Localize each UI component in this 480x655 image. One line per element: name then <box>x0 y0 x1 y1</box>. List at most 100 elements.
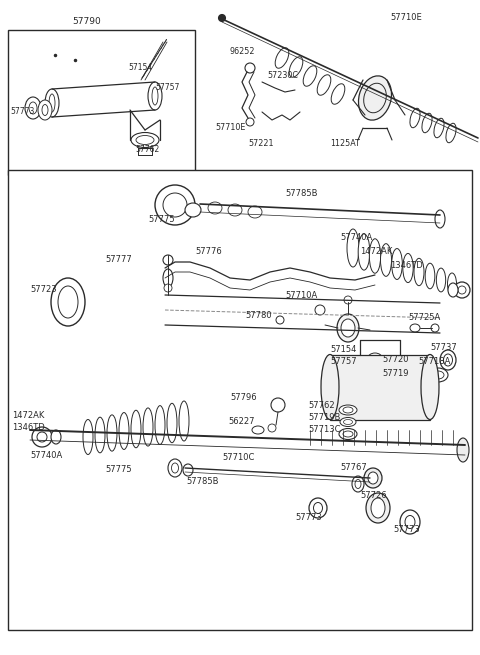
Text: 1472AK: 1472AK <box>360 248 392 257</box>
Text: 57720: 57720 <box>382 356 408 364</box>
Bar <box>330 355 430 420</box>
Text: 57737: 57737 <box>430 343 457 352</box>
Text: 1472AK: 1472AK <box>12 411 44 419</box>
Text: 57713C: 57713C <box>308 426 340 434</box>
Ellipse shape <box>337 314 359 342</box>
Text: 1346TD: 1346TD <box>390 261 423 269</box>
Ellipse shape <box>352 476 364 492</box>
Ellipse shape <box>228 204 242 216</box>
Text: 57221: 57221 <box>248 138 274 147</box>
Text: 57726: 57726 <box>360 491 386 500</box>
Ellipse shape <box>168 459 182 477</box>
Ellipse shape <box>414 258 424 286</box>
Text: 57796: 57796 <box>230 394 257 403</box>
Text: 57773: 57773 <box>10 107 35 117</box>
Ellipse shape <box>289 57 303 77</box>
Ellipse shape <box>119 413 129 449</box>
Ellipse shape <box>405 515 415 529</box>
Bar <box>8 30 195 175</box>
Ellipse shape <box>366 493 390 523</box>
Ellipse shape <box>444 354 453 366</box>
Ellipse shape <box>410 324 420 332</box>
Ellipse shape <box>148 82 162 110</box>
Ellipse shape <box>83 419 93 455</box>
Ellipse shape <box>344 419 352 424</box>
Ellipse shape <box>331 84 345 104</box>
Ellipse shape <box>136 136 154 145</box>
Text: 96252: 96252 <box>230 48 255 56</box>
Text: 57780: 57780 <box>245 310 272 320</box>
Ellipse shape <box>446 123 456 143</box>
Text: 57154: 57154 <box>330 345 356 354</box>
Ellipse shape <box>339 428 357 440</box>
Circle shape <box>276 316 284 324</box>
Circle shape <box>37 432 47 442</box>
Ellipse shape <box>392 248 402 280</box>
Ellipse shape <box>179 401 189 441</box>
Ellipse shape <box>183 464 193 476</box>
Text: 57757: 57757 <box>155 83 180 92</box>
Ellipse shape <box>339 405 357 415</box>
Circle shape <box>246 118 254 126</box>
Text: 57773: 57773 <box>393 525 420 534</box>
Ellipse shape <box>303 66 317 86</box>
Ellipse shape <box>400 510 420 534</box>
Text: 57762: 57762 <box>135 145 159 155</box>
Text: 57710E: 57710E <box>215 124 245 132</box>
Ellipse shape <box>143 408 153 446</box>
Ellipse shape <box>25 97 41 119</box>
Ellipse shape <box>95 417 105 453</box>
Ellipse shape <box>341 319 355 337</box>
Ellipse shape <box>397 379 413 388</box>
Ellipse shape <box>436 268 445 292</box>
Ellipse shape <box>448 283 458 297</box>
Circle shape <box>454 282 470 298</box>
Ellipse shape <box>275 48 289 68</box>
Circle shape <box>431 324 439 332</box>
Text: 1125AT: 1125AT <box>330 138 360 147</box>
Ellipse shape <box>364 468 382 488</box>
Ellipse shape <box>359 76 392 120</box>
Ellipse shape <box>131 410 141 448</box>
Ellipse shape <box>252 426 264 434</box>
Ellipse shape <box>51 430 61 444</box>
Ellipse shape <box>167 403 177 443</box>
Ellipse shape <box>368 472 378 484</box>
Ellipse shape <box>447 273 456 295</box>
Ellipse shape <box>152 87 158 105</box>
Text: 57790: 57790 <box>72 18 101 26</box>
Ellipse shape <box>38 100 52 120</box>
Text: 57785B: 57785B <box>186 477 218 487</box>
Circle shape <box>163 193 187 217</box>
Ellipse shape <box>422 113 432 133</box>
Ellipse shape <box>355 479 361 489</box>
Ellipse shape <box>107 415 117 451</box>
Circle shape <box>163 255 173 265</box>
Ellipse shape <box>371 498 385 518</box>
Ellipse shape <box>396 365 414 375</box>
Text: 57719B: 57719B <box>308 413 340 422</box>
Ellipse shape <box>171 463 179 473</box>
Ellipse shape <box>343 407 353 413</box>
Ellipse shape <box>208 202 222 214</box>
Text: 57740A: 57740A <box>340 233 372 242</box>
Text: 57230C: 57230C <box>267 71 298 79</box>
Text: 57762: 57762 <box>308 400 335 409</box>
Text: 57757: 57757 <box>330 358 357 367</box>
Circle shape <box>155 185 195 225</box>
Ellipse shape <box>248 206 262 218</box>
Circle shape <box>245 63 255 73</box>
Circle shape <box>32 427 52 447</box>
Text: 57777: 57777 <box>105 255 132 265</box>
Text: 57785B: 57785B <box>285 189 317 198</box>
Ellipse shape <box>131 132 159 147</box>
Ellipse shape <box>358 234 370 270</box>
Ellipse shape <box>29 102 37 114</box>
Text: 57719: 57719 <box>382 369 408 377</box>
Ellipse shape <box>421 354 439 419</box>
Ellipse shape <box>58 286 78 318</box>
Ellipse shape <box>425 263 435 289</box>
Text: 57776: 57776 <box>195 248 222 257</box>
Ellipse shape <box>51 278 85 326</box>
Text: 57710C: 57710C <box>222 453 254 462</box>
